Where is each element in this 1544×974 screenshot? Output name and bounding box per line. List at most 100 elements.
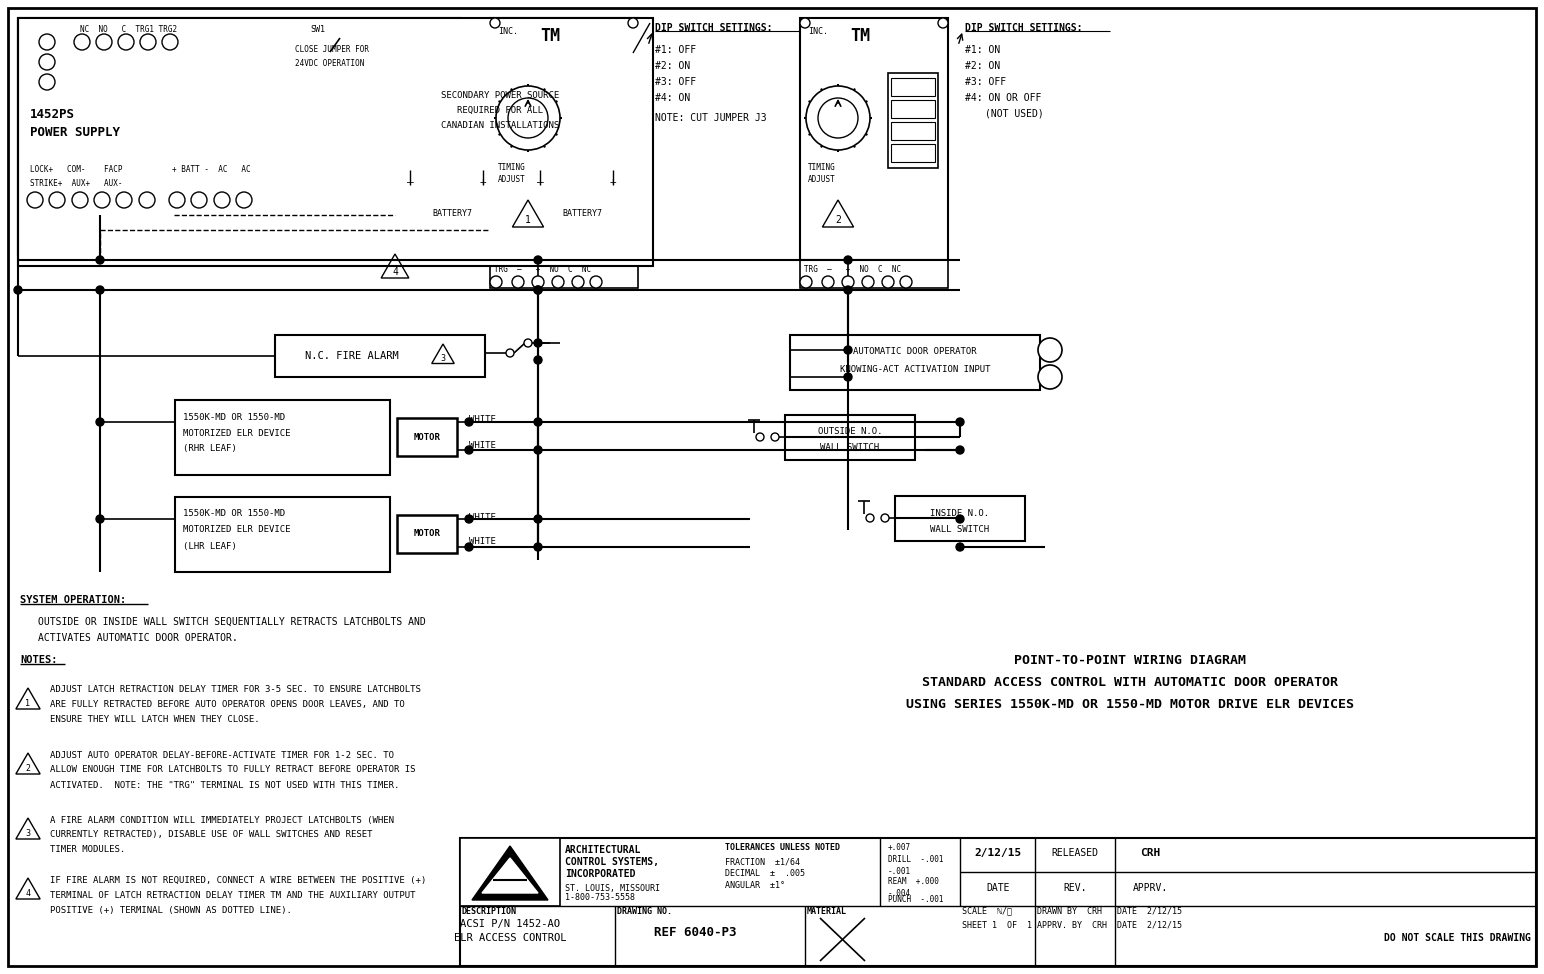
Text: ALLOW ENOUGH TIME FOR LATCHBOLTS TO FULLY RETRACT BEFORE OPERATOR IS: ALLOW ENOUGH TIME FOR LATCHBOLTS TO FULL… — [49, 766, 415, 774]
Polygon shape — [482, 858, 537, 893]
Bar — [891, 122, 936, 140]
Text: DATE  2/12/15: DATE 2/12/15 — [1116, 920, 1183, 929]
Circle shape — [956, 446, 963, 454]
Text: WHITE: WHITE — [469, 416, 496, 425]
Text: TERMINAL OF LATCH RETRACTION DELAY TIMER TM AND THE AUXILIARY OUTPUT: TERMINAL OF LATCH RETRACTION DELAY TIMER… — [49, 890, 415, 900]
Circle shape — [882, 514, 889, 522]
Text: #3: OFF: #3: OFF — [965, 77, 1007, 87]
Bar — [397, 418, 457, 456]
Bar — [581, 78, 625, 96]
Text: #2: ON: #2: ON — [655, 61, 690, 71]
Text: MOTOR: MOTOR — [414, 530, 440, 539]
Text: TM: TM — [540, 27, 560, 45]
Text: A FIRE ALARM CONDITION WILL IMMEDIATELY PROJECT LATCHBOLTS (WHEN: A FIRE ALARM CONDITION WILL IMMEDIATELY … — [49, 815, 394, 825]
Bar — [784, 415, 916, 460]
Text: DATE  2/12/15: DATE 2/12/15 — [1116, 907, 1183, 916]
Circle shape — [553, 276, 564, 288]
Circle shape — [628, 18, 638, 28]
Text: MOTORIZED ELR DEVICE: MOTORIZED ELR DEVICE — [184, 429, 290, 437]
Circle shape — [845, 256, 852, 264]
Bar — [791, 335, 1041, 390]
Text: CANADIAN INSTALLATIONS: CANADIAN INSTALLATIONS — [442, 121, 559, 130]
Text: #2: ON: #2: ON — [965, 61, 1001, 71]
Text: ADJUST AUTO OPERATOR DELAY-BEFORE-ACTIVATE TIMER FOR 1-2 SEC. TO: ADJUST AUTO OPERATOR DELAY-BEFORE-ACTIVA… — [49, 751, 394, 760]
Circle shape — [900, 276, 913, 288]
Text: 1550K-MD OR 1550-MD: 1550K-MD OR 1550-MD — [184, 413, 286, 422]
Text: DO NOT SCALE THIS DRAWING: DO NOT SCALE THIS DRAWING — [1383, 933, 1532, 943]
Circle shape — [465, 418, 472, 426]
Circle shape — [465, 446, 472, 454]
Bar — [525, 170, 641, 235]
Circle shape — [489, 18, 500, 28]
Bar — [489, 18, 638, 260]
Text: –: – — [408, 177, 414, 187]
Text: +: + — [610, 177, 616, 187]
Circle shape — [506, 349, 514, 357]
Text: -.001: -.001 — [888, 867, 911, 876]
Circle shape — [845, 346, 852, 354]
Text: RELEASED: RELEASED — [1051, 848, 1098, 858]
Circle shape — [39, 54, 56, 70]
Bar — [275, 335, 485, 377]
Text: 24VDC OPERATION: 24VDC OPERATION — [295, 58, 364, 67]
Text: POINT-TO-POINT WIRING DIAGRAM: POINT-TO-POINT WIRING DIAGRAM — [1014, 654, 1246, 666]
Text: ADJUST: ADJUST — [808, 175, 835, 184]
Circle shape — [956, 543, 963, 551]
Text: DIP SWITCH SETTINGS:: DIP SWITCH SETTINGS: — [655, 23, 772, 33]
Text: 2/12/15: 2/12/15 — [974, 848, 1022, 858]
Text: DIP SWITCH SETTINGS:: DIP SWITCH SETTINGS: — [965, 23, 1082, 33]
Text: WHITE: WHITE — [469, 538, 496, 546]
Text: MATERIAL: MATERIAL — [808, 907, 848, 916]
Text: POSITIVE (+) TERMINAL (SHOWN AS DOTTED LINE).: POSITIVE (+) TERMINAL (SHOWN AS DOTTED L… — [49, 906, 292, 915]
Circle shape — [215, 192, 230, 208]
Text: STANDARD ACCESS CONTROL WITH AUTOMATIC DOOR OPERATOR: STANDARD ACCESS CONTROL WITH AUTOMATIC D… — [922, 676, 1339, 689]
Text: WALL SWITCH: WALL SWITCH — [931, 525, 990, 534]
Text: DESCRIPTION: DESCRIPTION — [462, 907, 517, 916]
Text: BATTERY7: BATTERY7 — [432, 209, 472, 218]
Text: LOCK+   COM-    FACP: LOCK+ COM- FACP — [29, 166, 122, 174]
Circle shape — [533, 276, 543, 288]
Text: REAM  +.000: REAM +.000 — [888, 878, 939, 886]
Circle shape — [513, 276, 523, 288]
Text: DATE: DATE — [987, 883, 1010, 893]
Circle shape — [116, 192, 131, 208]
Text: –: – — [537, 177, 543, 187]
Text: STRIKE+  AUX+   AUX-: STRIKE+ AUX+ AUX- — [29, 178, 122, 188]
Bar — [174, 400, 391, 475]
Circle shape — [800, 18, 811, 28]
Circle shape — [14, 286, 22, 294]
Circle shape — [845, 286, 852, 294]
Circle shape — [534, 339, 542, 347]
Circle shape — [534, 286, 542, 294]
Text: 2: 2 — [835, 215, 841, 225]
Circle shape — [882, 276, 894, 288]
Circle shape — [496, 86, 560, 150]
Circle shape — [26, 192, 43, 208]
Circle shape — [845, 373, 852, 381]
Circle shape — [862, 276, 874, 288]
Circle shape — [162, 34, 178, 50]
Text: REF 6040-P3: REF 6040-P3 — [653, 926, 736, 940]
Text: NC  NO   C  TRG1 TRG2: NC NO C TRG1 TRG2 — [80, 25, 178, 34]
Circle shape — [489, 276, 502, 288]
Circle shape — [800, 276, 812, 288]
Circle shape — [39, 34, 56, 50]
Circle shape — [117, 34, 134, 50]
Text: 2: 2 — [26, 764, 31, 773]
Text: USING SERIES 1550K-MD OR 1550-MD MOTOR DRIVE ELR DEVICES: USING SERIES 1550K-MD OR 1550-MD MOTOR D… — [906, 697, 1354, 710]
Text: 1-800-753-5558: 1-800-753-5558 — [565, 893, 635, 903]
Circle shape — [96, 515, 103, 523]
Circle shape — [96, 418, 103, 426]
Circle shape — [465, 515, 472, 523]
Circle shape — [821, 276, 834, 288]
Text: 3: 3 — [26, 829, 31, 838]
Text: 1550K-MD OR 1550-MD: 1550K-MD OR 1550-MD — [184, 509, 286, 518]
Text: (LHR LEAF): (LHR LEAF) — [184, 542, 236, 550]
Circle shape — [757, 433, 764, 441]
Bar — [26, 26, 68, 106]
Circle shape — [534, 256, 542, 264]
Text: INSIDE N.O.: INSIDE N.O. — [931, 508, 990, 517]
Text: CONTROL SYSTEMS,: CONTROL SYSTEMS, — [565, 857, 659, 867]
Bar — [891, 144, 936, 162]
Text: TIMING: TIMING — [808, 164, 835, 172]
